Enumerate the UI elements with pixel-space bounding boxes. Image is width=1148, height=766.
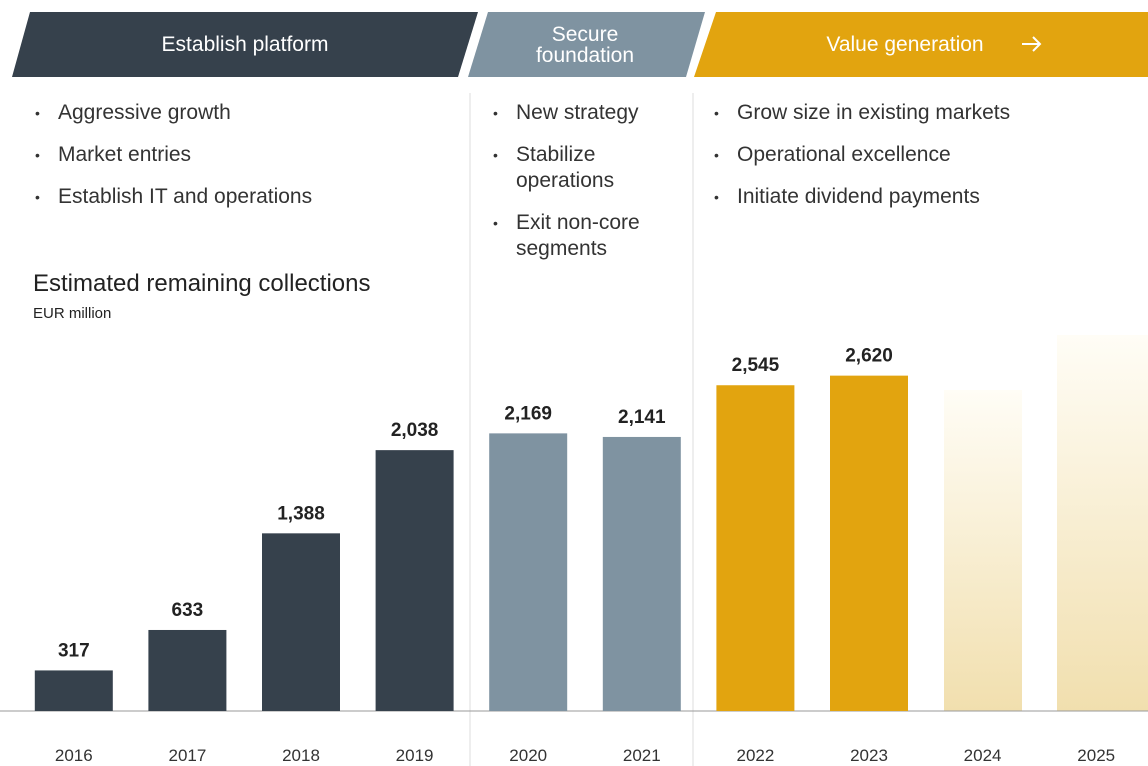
x-tick-label: 2022: [736, 746, 774, 765]
bar: [716, 385, 795, 711]
value-label: 2,620: [845, 346, 893, 367]
phase-title: Secure foundation: [535, 22, 635, 67]
bullet-list: Grow size in existing markets Operationa…: [714, 100, 1134, 226]
value-label: 2,038: [391, 420, 439, 441]
value-label: 2,545: [732, 355, 780, 376]
value-label: 2,169: [504, 403, 552, 424]
value-label: 2,141: [618, 407, 666, 428]
chart-title: Estimated remaining collections: [33, 270, 371, 297]
bullet: Grow size in existing markets: [714, 100, 1134, 126]
phase-title: Establish platform: [161, 33, 329, 56]
chart-subtitle: EUR million: [33, 305, 112, 322]
bar: [34, 670, 113, 711]
x-tick-label: 2020: [509, 746, 547, 765]
bullet: Aggressive growth: [35, 100, 455, 126]
bullet: Initiate dividend payments: [714, 184, 1134, 210]
x-tick-label: 2019: [396, 746, 434, 765]
bullet: Establish IT and operations: [35, 184, 455, 210]
x-tick-label: 2018: [282, 746, 320, 765]
forecast-placeholder: [944, 390, 1022, 711]
bar: [830, 375, 908, 711]
forecast-placeholder: [1057, 335, 1148, 711]
bullet: New strategy: [493, 100, 663, 126]
bullet: Operational excellence: [714, 142, 1134, 168]
phase-banner: [468, 12, 705, 77]
bar: [262, 533, 340, 711]
x-tick-label: 2016: [55, 746, 93, 765]
bar: [375, 450, 454, 711]
x-tick-label: 2017: [168, 746, 206, 765]
bullet-list: Aggressive growth Market entries Establi…: [35, 100, 455, 226]
x-tick-label: 2024: [964, 746, 1002, 765]
value-label: 317: [58, 640, 90, 661]
phase-banner: [694, 12, 1148, 77]
bullet: Exit non-core segments: [493, 210, 663, 262]
bullet-list: New strategy Stabilize operations Exit n…: [493, 100, 663, 278]
value-label: 1,388: [277, 503, 325, 524]
bar: [602, 436, 681, 711]
phase-banner: [12, 12, 478, 77]
bar: [489, 433, 568, 711]
x-tick-label: 2021: [623, 746, 661, 765]
bullet: Market entries: [35, 142, 455, 168]
phase-title: Value generation: [826, 33, 984, 56]
x-tick-label: 2023: [850, 746, 888, 765]
bullet: Stabilize operations: [493, 142, 663, 194]
value-label: 633: [172, 600, 204, 621]
arrow-icon: [1022, 36, 1042, 52]
bar: [148, 629, 227, 711]
x-tick-label: 2025: [1077, 746, 1115, 765]
